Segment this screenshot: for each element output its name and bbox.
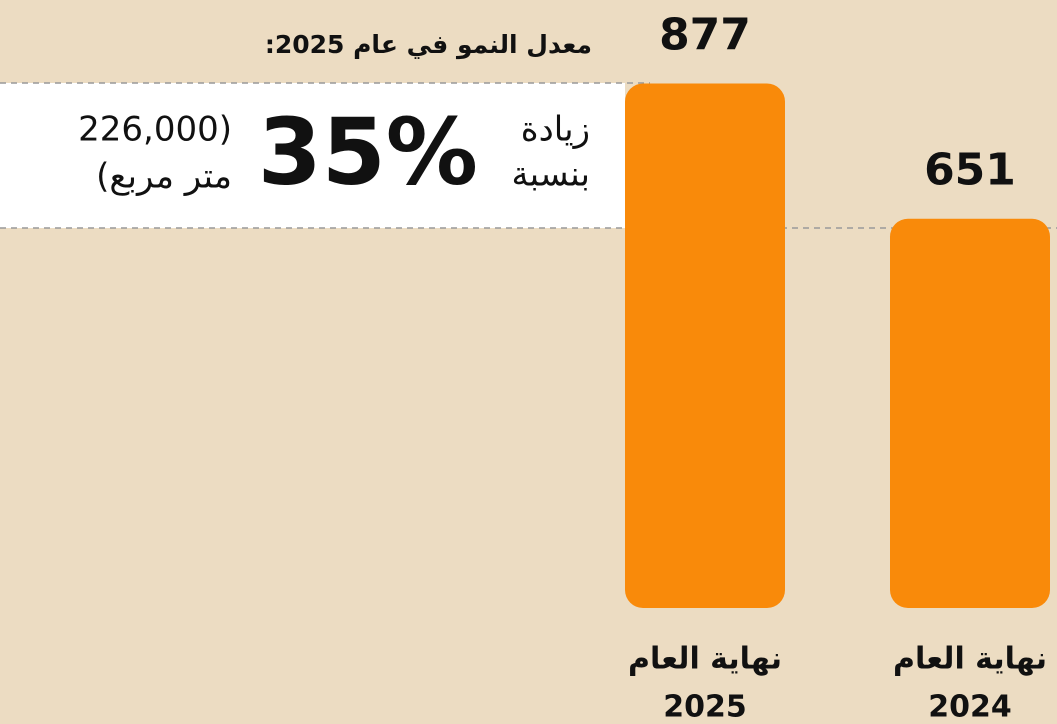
chart-title: معدل النمو في عام 2025: — [265, 30, 592, 60]
annotation-note: متر مربع) — [96, 157, 232, 197]
annotation-headline: 35% — [258, 98, 478, 205]
highlight-band — [0, 83, 625, 228]
value-label: 877 — [659, 10, 751, 61]
annotation-lead: زيادة — [521, 110, 590, 150]
bar — [890, 218, 1050, 608]
bar — [625, 83, 785, 608]
x-tick-label: نهاية العام — [628, 642, 782, 677]
annotation-lead: بنسبة — [511, 155, 590, 195]
x-tick-label: 2025 — [663, 690, 747, 724]
x-tick-label: نهاية العام — [893, 642, 1047, 677]
annotation-note: (226,000 — [78, 110, 232, 150]
x-tick-label: 2024 — [928, 690, 1012, 724]
value-label: 651 — [924, 145, 1016, 196]
